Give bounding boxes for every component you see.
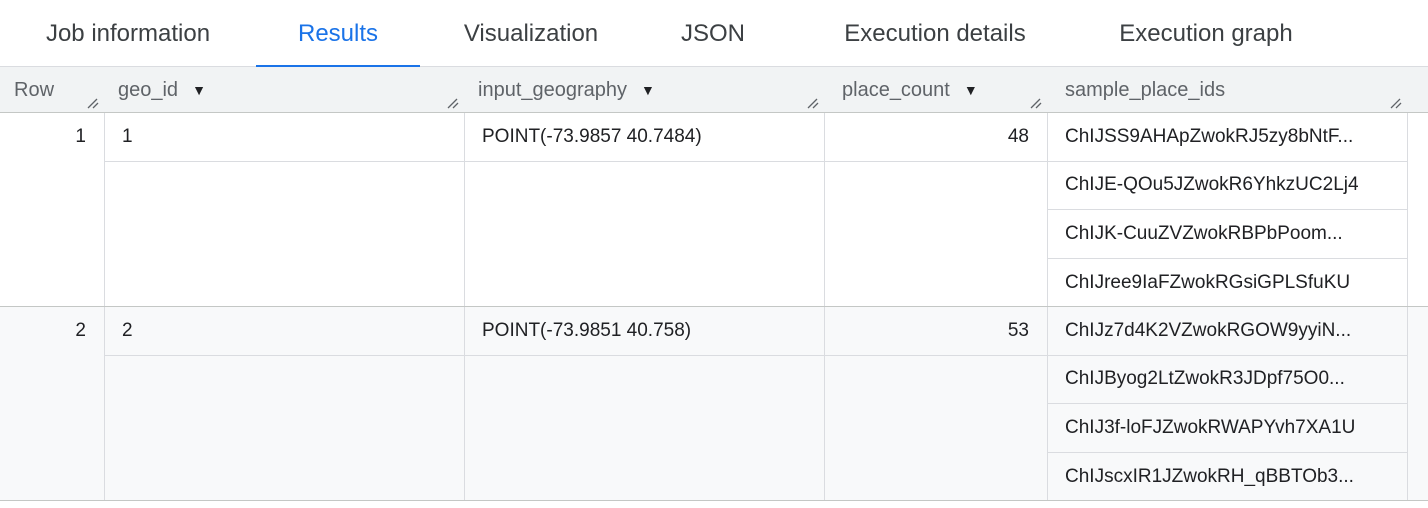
sample-place-id-cell[interactable]: ChIJK-CuuZVZwokRBPbPoom...: [1047, 210, 1407, 259]
column-label: place_count: [842, 78, 950, 101]
column-label: sample_place_ids: [1065, 78, 1226, 101]
sort-dropdown-icon[interactable]: ▼: [641, 82, 655, 98]
resize-handle-icon[interactable]: [446, 97, 460, 109]
row-number: 2: [75, 320, 86, 341]
place-count-cell[interactable]: 48: [1007, 126, 1029, 147]
tab-job-information[interactable]: Job information: [45, 19, 211, 47]
sample-place-id-cell[interactable]: ChIJ3f-loFJZwokRWAPYvh7XA1U: [1047, 404, 1407, 453]
column-header-row[interactable]: Row: [0, 67, 104, 113]
sort-dropdown-icon[interactable]: ▼: [963, 82, 978, 98]
column-header-place-count[interactable]: place_count ▼: [824, 67, 1047, 113]
resize-handle-icon[interactable]: [806, 97, 820, 109]
input-geography-cell[interactable]: POINT(-73.9851 40.758): [482, 320, 692, 341]
column-label: geo_id: [118, 78, 179, 101]
column-header-sample-place-ids[interactable]: sample_place_ids: [1047, 67, 1407, 113]
sample-place-id-cell[interactable]: ChIJE-QOu5JZwokR6YhkzUC2Lj4: [1047, 162, 1407, 210]
tab-bar: Job information Results Visualization JS…: [0, 0, 1428, 68]
column-header-geo-id[interactable]: geo_id ▼: [104, 67, 464, 113]
input-geography-cell[interactable]: POINT(-73.9857 40.7484): [482, 126, 702, 147]
column-header-input-geography[interactable]: input_geography ▼: [464, 67, 824, 113]
tab-execution-details[interactable]: Execution details: [844, 19, 1026, 47]
resize-handle-icon[interactable]: [86, 97, 100, 109]
geo-id-cell[interactable]: 2: [122, 320, 133, 341]
sample-place-id-cell[interactable]: ChIJz7d4K2VZwokRGOW9yyiN...: [1047, 307, 1407, 356]
column-label: input_geography: [478, 78, 628, 101]
table-header: Row geo_id ▼ input_geography ▼ place_count…: [0, 67, 1428, 113]
sample-place-id-cell[interactable]: ChIJscxIR1JZwokRH_qBBTOb3...: [1065, 465, 1354, 487]
tab-visualization[interactable]: Visualization: [463, 19, 599, 47]
tab-json[interactable]: JSON: [680, 19, 745, 47]
geo-id-cell[interactable]: 1: [122, 126, 133, 147]
table-row: 2 2 POINT(-73.9851 40.758) 53 ChIJz7d4K2…: [0, 307, 1428, 501]
tab-results[interactable]: Results: [256, 0, 420, 68]
column-label: Row: [14, 78, 55, 101]
resize-handle-icon[interactable]: [1029, 97, 1043, 109]
resize-handle-icon[interactable]: [1389, 97, 1403, 109]
sample-place-id-cell[interactable]: ChIJree9IaFZwokRGsiGPLSfuKU: [1065, 271, 1351, 293]
place-count-cell[interactable]: 53: [1007, 320, 1029, 341]
sort-dropdown-icon[interactable]: ▼: [192, 82, 206, 98]
tab-execution-graph[interactable]: Execution graph: [1119, 19, 1293, 47]
row-number: 1: [75, 126, 86, 147]
table-row: 1 1 POINT(-73.9857 40.7484) 48 ChIJSS9AH…: [0, 113, 1428, 307]
sample-place-id-cell[interactable]: ChIJSS9AHApZwokRJ5zy8bNtF...: [1047, 113, 1407, 162]
sample-place-id-cell[interactable]: ChIJByog2LtZwokR3JDpf75O0...: [1047, 356, 1407, 404]
